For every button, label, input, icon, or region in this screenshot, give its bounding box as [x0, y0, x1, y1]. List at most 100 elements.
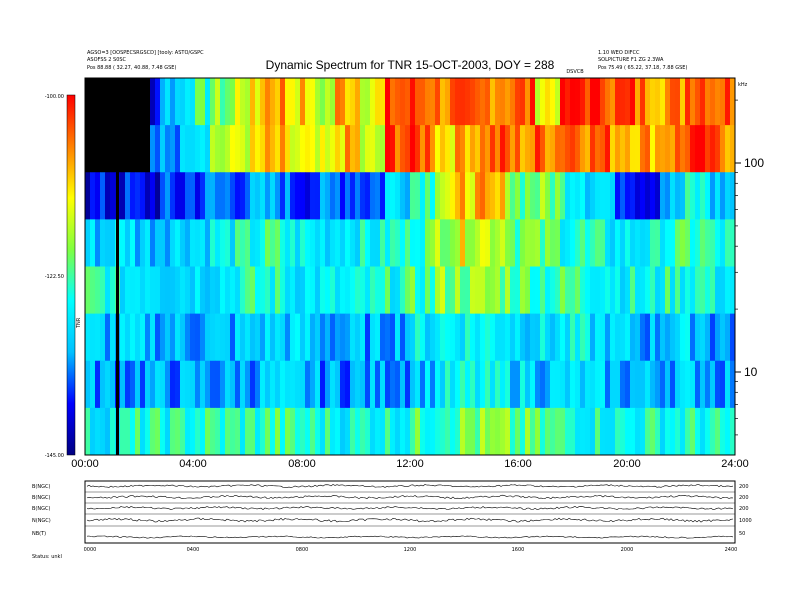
spectrogram-cell: [580, 360, 586, 409]
spectrogram-cell: [340, 172, 346, 220]
spectrogram-cell: [475, 313, 481, 362]
spectrogram-cell: [625, 125, 631, 173]
spectrogram-cell: [210, 219, 216, 267]
spectrogram-cell: [450, 125, 456, 173]
spectrogram-cell: [530, 266, 536, 315]
spectrogram-cell: [385, 313, 391, 362]
spectrogram-cell: [245, 219, 251, 267]
spectrogram-cell: [330, 125, 336, 173]
spectrogram-cell: [495, 266, 501, 315]
spectrogram-cell: [345, 172, 351, 220]
spectrogram-cell: [660, 172, 666, 220]
header-right-line-3: Pos 75.49 ( 65.22, 37.18, 7.88 GSE): [598, 65, 687, 71]
spectrogram-cell: [730, 407, 736, 456]
spectrogram-cell: [400, 313, 406, 362]
spectrogram-cell: [710, 360, 716, 409]
spectrogram-cell: [555, 313, 561, 362]
spectrogram-cell: [140, 78, 146, 126]
spectrogram-cell: [310, 219, 316, 267]
spectrogram-cell: [390, 407, 396, 456]
spectrogram-cell: [420, 78, 426, 126]
spectrogram-cell: [395, 360, 401, 409]
spectrogram-cell: [365, 360, 371, 409]
spectrogram-cell: [560, 172, 566, 220]
spectrogram-cell: [630, 219, 636, 267]
spectrogram-cell: [365, 313, 371, 362]
spectrogram-cell: [675, 407, 681, 456]
header-left-line-2: ASOFSS 2 S0SC: [87, 57, 127, 63]
spectrogram-cell: [445, 407, 451, 456]
spectrogram-cell: [625, 219, 631, 267]
spectrogram-cell: [645, 78, 651, 126]
spectrogram-cell: [695, 313, 701, 362]
spectrogram-cell: [360, 78, 366, 126]
spectrogram-cell: [685, 172, 691, 220]
time-tick-label: 16:00: [504, 458, 532, 470]
spectrogram-cell: [530, 360, 536, 409]
spectrogram-cell: [260, 360, 266, 409]
spectrogram-cell: [170, 313, 176, 362]
spectrogram-cell: [135, 313, 141, 362]
spectrogram-cell: [605, 266, 611, 315]
spectrogram-cell: [560, 125, 566, 173]
spectrogram-cell: [225, 78, 231, 126]
spectrogram-cell: [520, 219, 526, 267]
spectrogram-cell: [275, 313, 281, 362]
spectrogram-cell: [355, 172, 361, 220]
spectrogram-cell: [465, 125, 471, 173]
spectrogram-cell: [570, 172, 576, 220]
spectrogram-cell: [135, 219, 141, 267]
spectrogram-cell: [550, 78, 556, 126]
spectrogram-cell: [205, 125, 211, 173]
spectrogram-cell: [515, 172, 521, 220]
spectrogram-cell: [215, 125, 221, 173]
spectrogram-cell: [425, 219, 431, 267]
spectrogram-cell: [175, 360, 181, 409]
spectrogram-cell: [175, 313, 181, 362]
spectrogram-cell: [695, 219, 701, 267]
spectrogram-cell: [710, 266, 716, 315]
spectrogram-cell: [120, 78, 126, 126]
spectrogram-cell: [485, 266, 491, 315]
spectrogram-cell: [700, 78, 706, 126]
spectrogram-cell: [280, 78, 286, 126]
spectrogram-cell: [355, 266, 361, 315]
spectrogram-cell: [665, 360, 671, 409]
spectrogram-cell: [710, 313, 716, 362]
spectrogram-cell: [500, 78, 506, 126]
spectrogram-cell: [645, 125, 651, 173]
spectrogram-cell: [495, 313, 501, 362]
spectrogram-cell: [505, 266, 511, 315]
spectrogram-cell: [490, 172, 496, 220]
header-right-line-2: SOLPICTURE F1 ZG 2.3WA: [598, 57, 664, 63]
spectrogram-cell: [160, 266, 166, 315]
spectrogram-cell: [630, 78, 636, 126]
spectrogram-cell: [190, 266, 196, 315]
spectrogram-cell: [240, 125, 246, 173]
spectrogram-cell: [450, 172, 456, 220]
spectrogram-cell: [640, 172, 646, 220]
spectrogram-cell: [470, 219, 476, 267]
spectrogram-cell: [665, 313, 671, 362]
spectrogram-cell: [550, 266, 556, 315]
spectrogram-cell: [730, 360, 736, 409]
spectrogram-cell: [635, 266, 641, 315]
spectrogram-cell: [315, 266, 321, 315]
spectrogram-cell: [685, 360, 691, 409]
spectrogram-cell: [385, 360, 391, 409]
spectrogram-cell: [630, 313, 636, 362]
spectrogram-cell: [355, 125, 361, 173]
spectrogram-cell: [415, 360, 421, 409]
spectrogram-cell: [300, 407, 306, 456]
spectrogram-cell: [250, 266, 256, 315]
mag-time-tick: 0000: [84, 547, 97, 553]
spectrogram-cell: [570, 125, 576, 173]
spectrogram-cell: [285, 219, 291, 267]
spectrogram-cell: [550, 360, 556, 409]
spectrogram-cell: [420, 172, 426, 220]
spectrogram-cell: [460, 266, 466, 315]
spectrogram-cell: [675, 172, 681, 220]
spectrogram-cell: [545, 172, 551, 220]
spectrogram-cell: [300, 172, 306, 220]
spectrogram-cell: [100, 266, 106, 315]
